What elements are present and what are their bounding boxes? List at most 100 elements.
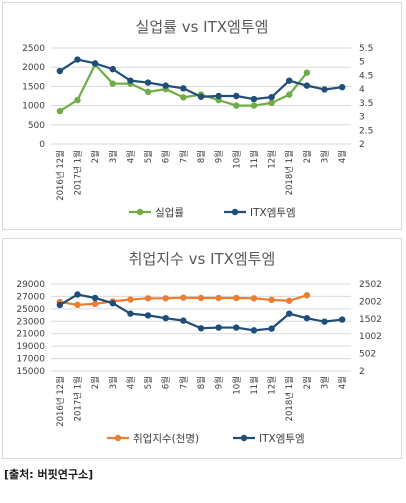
data-point [91, 294, 99, 302]
data-point [197, 93, 205, 100]
y-right-tick-label: 502 [359, 350, 376, 360]
x-tick-label: 4월 [337, 150, 348, 163]
data-point [338, 316, 346, 323]
y-right-tick-label: 5.5 [359, 44, 373, 54]
y-left-tick-label: 29000 [16, 280, 45, 290]
legend-marker [136, 208, 144, 216]
data-point [338, 83, 346, 91]
y-right-tick-label: 2502 [359, 280, 382, 290]
y-right-tick-label: 4.5 [359, 71, 373, 81]
data-point [127, 77, 134, 84]
data-point [56, 107, 64, 115]
data-point [268, 325, 275, 332]
x-tick-label: 2월 [302, 376, 313, 389]
x-tick-label: 9월 [214, 376, 225, 389]
unemployment-vs-itx-chart: 실업률 vs ITX엠투엠 0 500 1000 1500 2000 2500 2 2.5 3… [22, 18, 373, 219]
data-point [250, 102, 258, 109]
x-tick-label: 2월 [90, 376, 101, 389]
data-point [180, 85, 187, 92]
data-point [74, 96, 81, 104]
x-tick-label: 2016년 12월 [55, 376, 66, 427]
data-point [268, 296, 275, 304]
source-note: [출처: 버핏연구소] [4, 468, 94, 481]
data-point [127, 296, 134, 303]
data-point [303, 314, 311, 322]
x-tick-label: 3월 [320, 376, 331, 389]
data-point [215, 92, 222, 100]
data-point [286, 91, 293, 98]
x-tick-label: 2017년 1월 [72, 150, 83, 195]
data-point [321, 318, 328, 325]
x-tick-label: 3월 [320, 150, 331, 163]
y-right-tick-label: 2 [359, 367, 365, 377]
x-tick-label: 5월 [143, 150, 154, 163]
data-point [286, 297, 293, 304]
data-point [180, 294, 187, 301]
x-tick-label: 2월 [90, 150, 101, 163]
x-tick-label: 3월 [108, 376, 119, 389]
y-left-tick-label: 1500 [22, 82, 45, 92]
chart-title: 실업률 vs ITX엠투엠 [136, 18, 269, 36]
x-tick-label: 5월 [143, 376, 154, 389]
x-tick-label: 8월 [196, 376, 207, 389]
y-right-tick-label: 2002 [359, 297, 382, 307]
y-left-tick-label: 27000 [16, 292, 45, 302]
data-point [197, 325, 205, 332]
data-point [144, 79, 152, 86]
y-left-tick-label: 500 [28, 121, 45, 131]
legend-marker [240, 434, 248, 442]
data-point [215, 324, 222, 331]
data-point [144, 88, 152, 96]
data-point [286, 77, 293, 84]
x-tick-label: 3월 [108, 150, 119, 163]
x-tick-label: 11월 [249, 150, 260, 169]
legend-marker [231, 208, 239, 216]
y-left-tick-label: 0 [39, 140, 45, 150]
legend-marker [114, 434, 122, 442]
y-left-tick-label: 1000 [22, 102, 45, 112]
x-tick-label: 8월 [196, 150, 207, 163]
x-tick-label: 4월 [125, 150, 136, 163]
data-point [268, 93, 275, 101]
x-tick-label: 7월 [178, 376, 189, 389]
x-tick-label: 11월 [249, 376, 260, 395]
data-point [268, 99, 275, 107]
data-point [74, 56, 81, 63]
data-point [303, 82, 311, 89]
data-point [180, 317, 187, 324]
x-tick-label: 4월 [337, 376, 348, 389]
data-point [109, 80, 116, 87]
y-left-tick-label: 2500 [22, 44, 45, 54]
y-right-tick-label: 4 [359, 85, 365, 95]
legend-label: ITX엠투엠 [250, 207, 296, 219]
data-point [109, 65, 116, 73]
data-point [180, 94, 187, 101]
x-tick-label: 7월 [178, 150, 189, 163]
data-point [233, 324, 240, 331]
x-tick-label: 2018년 1월 [284, 150, 295, 195]
data-point [144, 312, 152, 319]
data-point [144, 295, 152, 302]
y-left-tick-label: 23000 [16, 317, 45, 327]
data-point [250, 95, 258, 103]
data-point [250, 295, 258, 302]
data-point [74, 301, 81, 309]
employment-vs-itx-chart: 취업지수 vs ITX엠투엠 15000 17000 19000 21000 23000… [16, 250, 382, 445]
data-point [162, 82, 169, 89]
data-point [162, 295, 169, 302]
data-point [303, 291, 311, 299]
data-point [91, 300, 99, 308]
data-point [250, 327, 258, 334]
chart-panel-employment: 취업지수 vs ITX엠투엠 15000 17000 19000 21000 23000… [2, 238, 402, 459]
x-tick-label: 6월 [161, 150, 172, 163]
data-point [321, 86, 328, 93]
y-right-tick-label: 2 [359, 140, 365, 150]
x-tick-label: 10월 [231, 376, 242, 395]
x-tick-label: 10월 [231, 150, 242, 169]
x-tick-label: 4월 [125, 376, 136, 389]
y-right-tick-label: 3 [359, 113, 365, 123]
y-right-tick-label: 5 [359, 58, 365, 68]
x-tick-label: 2월 [302, 150, 313, 163]
y-right-tick-label: 1002 [359, 332, 382, 342]
data-point [56, 301, 64, 309]
